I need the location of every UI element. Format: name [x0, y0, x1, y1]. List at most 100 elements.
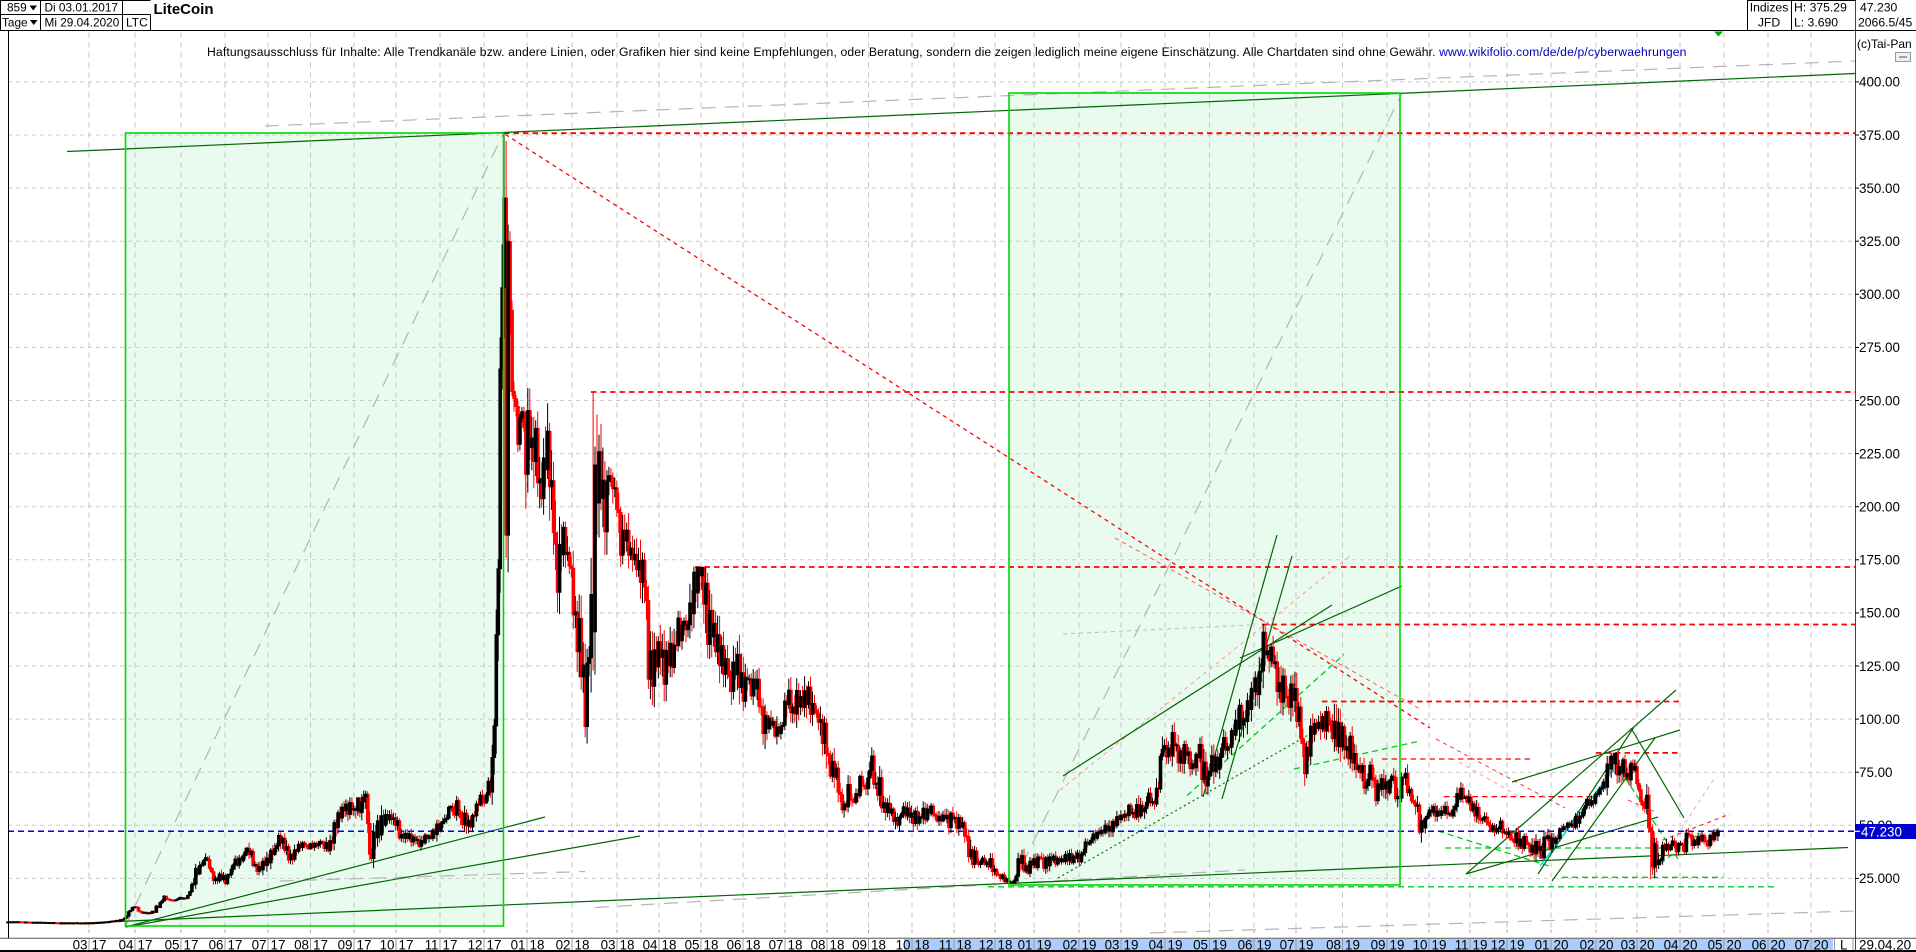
- svg-text:19: 19: [1390, 938, 1405, 952]
- svg-text:08: 08: [1326, 938, 1341, 952]
- svg-text:25.000: 25.000: [1859, 871, 1900, 886]
- svg-text:18: 18: [998, 938, 1013, 952]
- svg-text:06: 06: [209, 938, 224, 952]
- svg-text:17: 17: [399, 938, 414, 952]
- svg-text:06: 06: [727, 938, 742, 952]
- svg-text:19: 19: [1257, 938, 1272, 952]
- svg-text:375.00: 375.00: [1859, 128, 1900, 143]
- svg-text:275.00: 275.00: [1859, 340, 1900, 355]
- svg-text:350.00: 350.00: [1859, 181, 1900, 196]
- svg-text:125.00: 125.00: [1859, 659, 1900, 674]
- svg-text:20: 20: [1771, 938, 1786, 952]
- svg-text:11: 11: [1455, 938, 1469, 952]
- svg-text:09: 09: [1371, 938, 1386, 952]
- svg-text:17: 17: [92, 938, 107, 952]
- svg-text:20: 20: [1814, 938, 1829, 952]
- svg-text:19: 19: [1212, 938, 1227, 952]
- svg-text:05: 05: [1193, 938, 1208, 952]
- svg-text:09: 09: [852, 938, 867, 952]
- svg-text:20: 20: [1599, 938, 1614, 952]
- svg-text:18: 18: [575, 938, 590, 952]
- svg-text:18: 18: [957, 938, 972, 952]
- svg-text:75.00: 75.00: [1859, 765, 1893, 780]
- svg-text:(c)Tai-Pan: (c)Tai-Pan: [1857, 37, 1912, 51]
- svg-text:20: 20: [1554, 938, 1569, 952]
- svg-text:03: 03: [73, 938, 88, 952]
- svg-text:300.00: 300.00: [1859, 287, 1900, 302]
- svg-text:05: 05: [1708, 938, 1723, 952]
- svg-text:07: 07: [769, 938, 784, 952]
- svg-text:19: 19: [1473, 938, 1488, 952]
- svg-text:17: 17: [228, 938, 243, 952]
- svg-text:05: 05: [685, 938, 700, 952]
- svg-text:17: 17: [443, 938, 458, 952]
- svg-text:07: 07: [252, 938, 267, 952]
- svg-text:04: 04: [119, 938, 134, 952]
- svg-text:17: 17: [357, 938, 372, 952]
- svg-text:Haftungsausschluss für Inhalte: Haftungsausschluss für Inhalte: Alle Tre…: [207, 45, 1687, 59]
- svg-text:29.04.20: 29.04.20: [1859, 938, 1911, 952]
- svg-text:19: 19: [1299, 938, 1314, 952]
- svg-text:12: 12: [468, 938, 483, 952]
- svg-text:200.00: 200.00: [1859, 500, 1900, 515]
- svg-text:06: 06: [1238, 938, 1253, 952]
- svg-text:L: 3.690: L: 3.690: [1794, 16, 1838, 30]
- svg-text:03: 03: [601, 938, 616, 952]
- svg-text:225.00: 225.00: [1859, 446, 1900, 461]
- svg-text:LiteCoin: LiteCoin: [154, 1, 214, 18]
- svg-text:18: 18: [788, 938, 803, 952]
- svg-text:07: 07: [1795, 938, 1810, 952]
- svg-text:18: 18: [704, 938, 719, 952]
- svg-text:18: 18: [620, 938, 635, 952]
- svg-text:19: 19: [1037, 938, 1052, 952]
- svg-text:JFD: JFD: [1758, 16, 1781, 30]
- svg-text:18: 18: [915, 938, 930, 952]
- svg-text:08: 08: [811, 938, 826, 952]
- svg-text:19: 19: [1124, 938, 1139, 952]
- svg-text:18: 18: [746, 938, 761, 952]
- svg-text:19: 19: [1168, 938, 1183, 952]
- svg-text:H: 375.29: H: 375.29: [1794, 1, 1847, 15]
- svg-text:03: 03: [1105, 938, 1120, 952]
- svg-text:11: 11: [425, 938, 439, 952]
- svg-text:06: 06: [1752, 938, 1767, 952]
- svg-text:17: 17: [487, 938, 502, 952]
- svg-text:L: L: [1840, 938, 1847, 952]
- svg-text:08: 08: [294, 938, 309, 952]
- svg-text:LTC: LTC: [126, 16, 148, 30]
- svg-text:20: 20: [1727, 938, 1742, 952]
- svg-text:04: 04: [643, 938, 658, 952]
- svg-text:18: 18: [662, 938, 677, 952]
- svg-text:47.230: 47.230: [1861, 824, 1902, 839]
- svg-text:47.230: 47.230: [1860, 1, 1897, 15]
- svg-text:100.00: 100.00: [1859, 712, 1900, 727]
- svg-text:325.00: 325.00: [1859, 234, 1900, 249]
- svg-text:17: 17: [184, 938, 199, 952]
- svg-text:11: 11: [939, 938, 953, 952]
- svg-text:01: 01: [1018, 938, 1033, 952]
- svg-text:10: 10: [380, 938, 395, 952]
- svg-text:02: 02: [1063, 938, 1078, 952]
- svg-text:04: 04: [1664, 938, 1679, 952]
- svg-text:07: 07: [1280, 938, 1295, 952]
- svg-text:17: 17: [271, 938, 286, 952]
- svg-text:18: 18: [830, 938, 845, 952]
- svg-text:02: 02: [1580, 938, 1595, 952]
- svg-text:20: 20: [1683, 938, 1698, 952]
- svg-text:12: 12: [1491, 938, 1506, 952]
- svg-text:18: 18: [530, 938, 545, 952]
- svg-text:09: 09: [338, 938, 353, 952]
- svg-text:01: 01: [1535, 938, 1550, 952]
- svg-text:175.00: 175.00: [1859, 553, 1900, 568]
- svg-text:01: 01: [511, 938, 526, 952]
- svg-text:12: 12: [979, 938, 994, 952]
- svg-text:18: 18: [871, 938, 886, 952]
- svg-text:2066.5/45: 2066.5/45: [1858, 16, 1912, 30]
- svg-text:17: 17: [138, 938, 153, 952]
- svg-text:19: 19: [1082, 938, 1097, 952]
- svg-text:400.00: 400.00: [1859, 75, 1900, 90]
- svg-text:250.00: 250.00: [1859, 393, 1900, 408]
- svg-text:20: 20: [1640, 938, 1655, 952]
- svg-text:Tage: Tage: [2, 16, 28, 30]
- svg-text:150.00: 150.00: [1859, 606, 1900, 621]
